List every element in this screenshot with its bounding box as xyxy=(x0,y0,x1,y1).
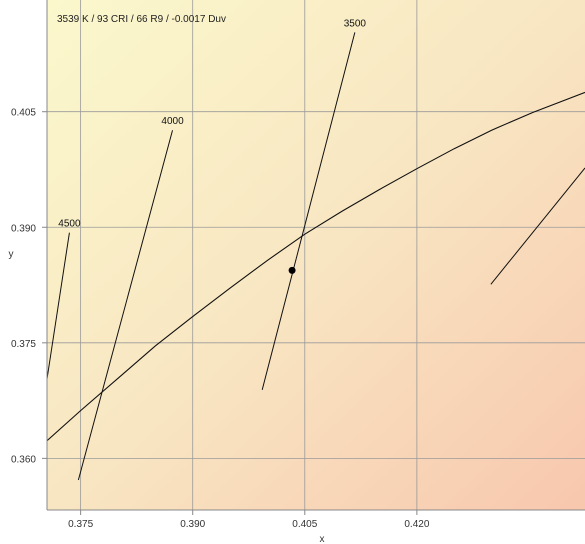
x-tick-label: 0.390 xyxy=(180,519,205,530)
x-tick-label: 0.405 xyxy=(292,519,317,530)
y-tick-label: 0.390 xyxy=(11,223,36,234)
isotherm-lines xyxy=(47,32,585,481)
x-tick-label: 0.375 xyxy=(68,519,93,530)
isotherm-line xyxy=(490,167,585,285)
chart-annotation: 3539 K / 93 CRI / 66 R9 / -0.0017 Duv xyxy=(57,14,226,25)
y-axis-label: y xyxy=(9,249,14,260)
plot-background xyxy=(47,0,585,510)
planckian-locus-line xyxy=(47,91,585,442)
isotherm-line-3500 xyxy=(261,32,356,390)
measurement-point xyxy=(288,266,296,274)
x-tick-label: 0.420 xyxy=(404,519,429,530)
y-tick-label: 0.405 xyxy=(11,108,36,119)
isotherm-label-3500: 3500 xyxy=(344,18,367,29)
y-axis-ticks: 0.360 0.375 0.390 0.405 xyxy=(11,108,47,465)
y-tick-label: 0.375 xyxy=(11,339,36,350)
x-axis-ticks: 0.375 0.390 0.405 0.420 xyxy=(68,510,430,530)
isotherm-label-4000: 4000 xyxy=(161,116,184,127)
grid xyxy=(47,0,585,510)
isotherm-labels: 4500 4000 3500 xyxy=(58,18,366,229)
x-axis-label: x xyxy=(320,534,325,544)
isotherm-label-4500: 4500 xyxy=(58,219,81,230)
planckian-locus xyxy=(47,91,585,442)
isotherm-line-4500 xyxy=(47,232,70,380)
measurement-points xyxy=(288,266,296,274)
isotherm-line-4000 xyxy=(77,130,174,481)
y-tick-label: 0.360 xyxy=(11,454,36,465)
